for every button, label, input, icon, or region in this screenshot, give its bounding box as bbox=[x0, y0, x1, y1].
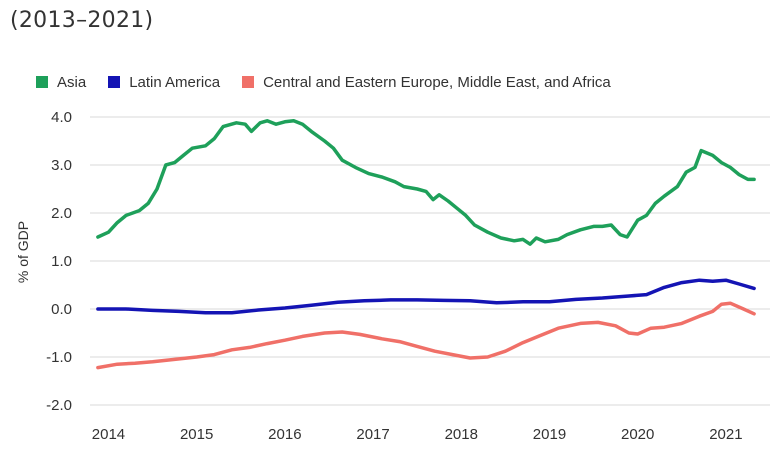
x-tick-label: 2019 bbox=[533, 426, 566, 443]
y-tick-label: 2.0 bbox=[51, 205, 72, 222]
y-tick-label: 4.0 bbox=[51, 109, 72, 126]
x-tick-label: 2020 bbox=[621, 426, 654, 443]
y-tick-label: 3.0 bbox=[51, 157, 72, 174]
chart-subtitle: (2013–2021) bbox=[10, 8, 154, 33]
legend-item-asia: Asia bbox=[36, 74, 86, 91]
legend-swatch-ceemea bbox=[242, 76, 255, 88]
y-tick-label: -1.0 bbox=[46, 349, 72, 366]
legend-item-ceemea: Central and Eastern Europe, Middle East,… bbox=[242, 74, 611, 91]
x-tick-label: 2021 bbox=[709, 426, 742, 443]
y-tick-label: -2.0 bbox=[46, 397, 72, 414]
gridlines bbox=[90, 116, 770, 406]
x-tick-label: 2017 bbox=[356, 426, 389, 443]
legend-label-latin-america: Latin America bbox=[129, 73, 221, 91]
y-axis-ticks: 4.0 3.0 2.0 1.0 0.0 -1.0 -2.0 bbox=[46, 109, 72, 414]
legend-swatch-latin-america bbox=[108, 76, 121, 88]
y-tick-label: 1.0 bbox=[51, 253, 72, 270]
series-line-0 bbox=[96, 119, 756, 246]
series-line-2 bbox=[96, 301, 756, 370]
x-axis-ticks: 2014 2015 2016 2017 2018 2019 2020 2021 bbox=[92, 426, 743, 443]
legend-label-ceemea: Central and Eastern Europe, Middle East,… bbox=[263, 73, 611, 91]
legend-item-latin-america: Latin America bbox=[108, 74, 220, 91]
y-axis-label: % of GDP bbox=[15, 221, 31, 283]
x-tick-label: 2015 bbox=[180, 426, 213, 443]
legend-swatch-asia bbox=[36, 76, 48, 88]
series-lines bbox=[96, 119, 756, 370]
x-tick-label: 2016 bbox=[268, 426, 301, 443]
series-line-1 bbox=[96, 278, 756, 315]
y-tick-label: 0.0 bbox=[51, 301, 72, 318]
x-tick-label: 2018 bbox=[445, 426, 478, 443]
chart-legend: Asia Latin America Central and Eastern E… bbox=[36, 72, 633, 92]
x-tick-label: 2014 bbox=[92, 426, 125, 443]
legend-label-asia: Asia bbox=[57, 73, 87, 91]
